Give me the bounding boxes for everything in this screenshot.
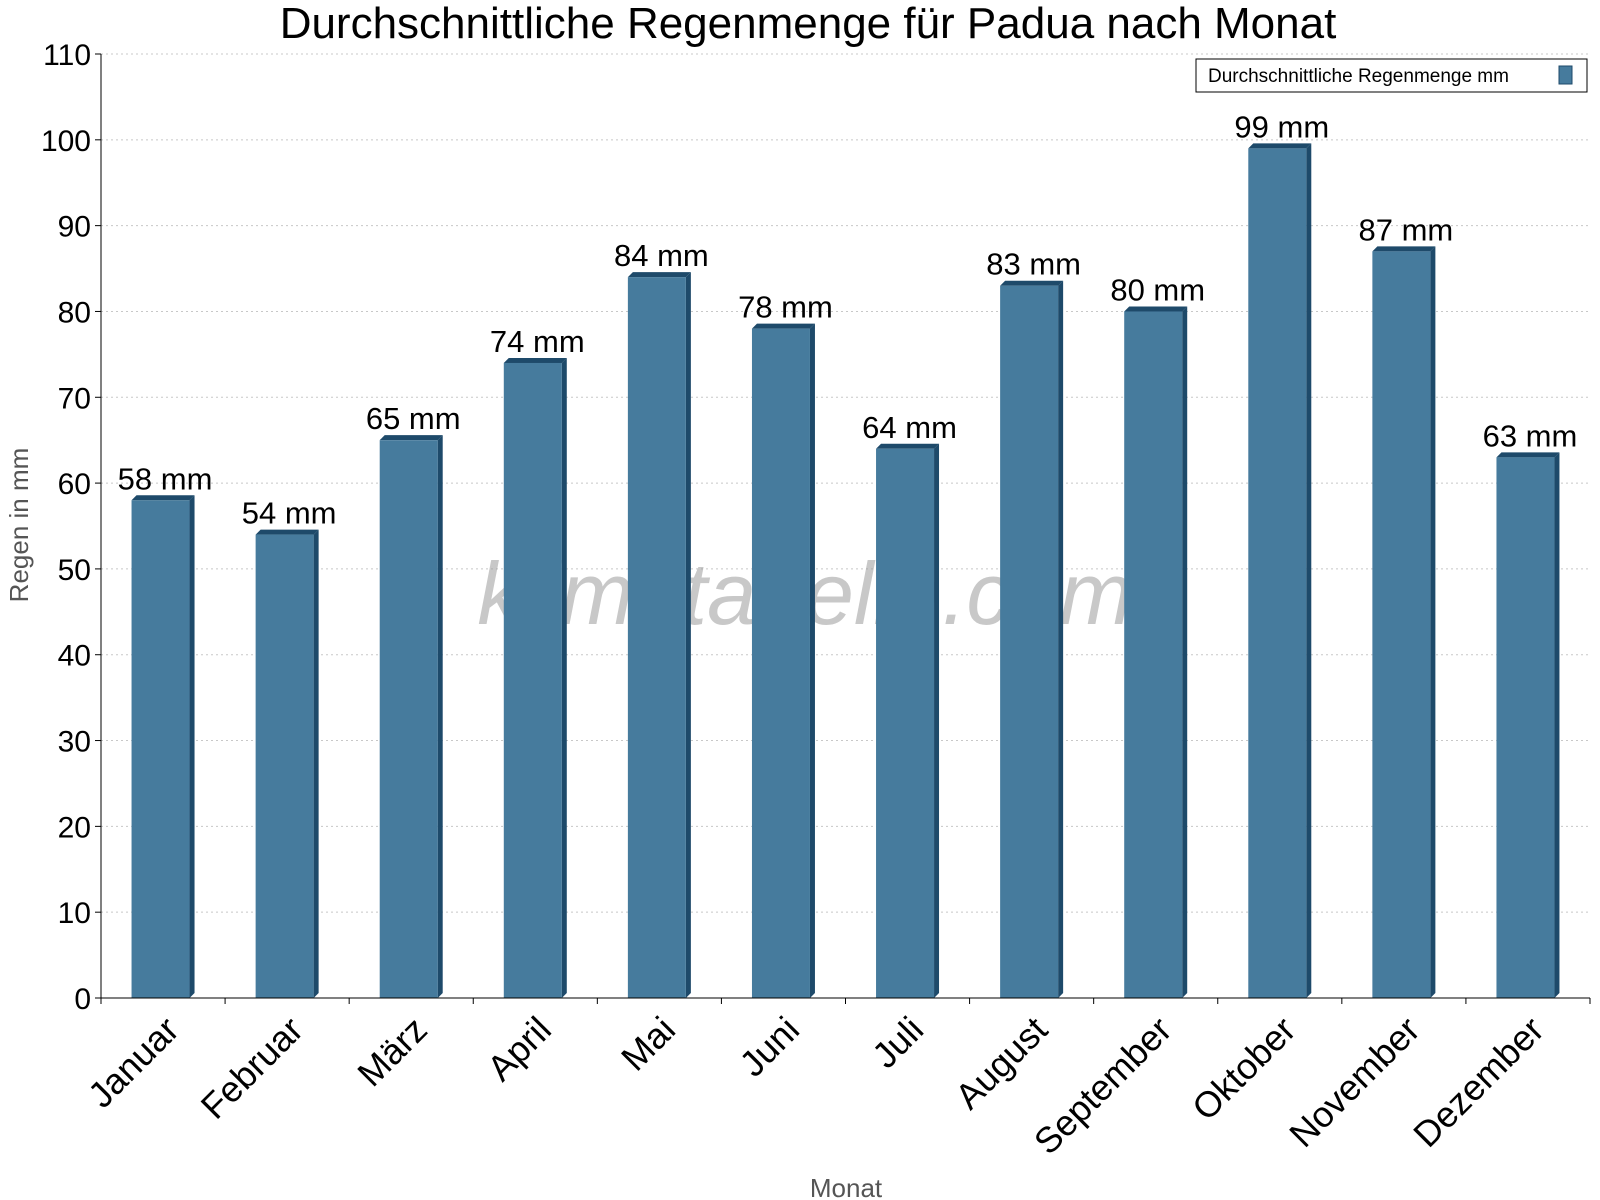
bar-top — [1124, 306, 1188, 312]
legend-box — [1195, 58, 1588, 93]
bar-top — [255, 529, 319, 535]
bar-side — [1058, 280, 1064, 998]
data-label: 74 mm — [490, 324, 585, 359]
bar-face — [131, 500, 190, 998]
data-label: 84 mm — [614, 238, 709, 273]
data-label: 80 mm — [1110, 272, 1205, 307]
bar-face — [1000, 285, 1059, 998]
x-tick-label: Januar — [80, 1009, 187, 1116]
x-tick-labels: Januar Februar März April Mai Juni Juli AugustS… — [80, 1009, 1552, 1163]
bar-face — [876, 448, 935, 998]
data-label: 99 mm — [1234, 109, 1329, 144]
data-label: 83 mm — [986, 247, 1081, 282]
bar-side — [437, 435, 443, 998]
bar-november — [1372, 246, 1436, 998]
x-tick-label: März — [349, 1009, 435, 1095]
bar-top — [876, 443, 940, 449]
bar-face — [379, 440, 438, 998]
y-tick-label: 0 — [74, 983, 91, 1016]
x-tick-label: Juni — [731, 1009, 807, 1085]
bar-face — [1248, 148, 1307, 998]
x-tick-label: Dezember — [1405, 1009, 1551, 1155]
x-tick-label: August — [947, 1009, 1055, 1117]
legend-entry-label: Durchschnittliche Regenmenge mm — [1208, 66, 1509, 87]
y-tick-label: 100 — [41, 125, 91, 158]
bars-group: 58 mm 54 mm 65 mm 74 mm 84 mm 78 mm 64 mm 83 mm… — [118, 109, 1578, 999]
y-tick-label: 110 — [43, 39, 91, 72]
y-tick-label: 20 — [58, 811, 91, 844]
bar-top — [1248, 143, 1312, 149]
bar-side — [685, 272, 691, 998]
y-tick-labels: 0 10 20 30 40 50 60 70 80 90 100 110 — [41, 39, 91, 1016]
bar-side — [189, 495, 195, 998]
bar-face — [1124, 311, 1183, 998]
bar-juli — [876, 443, 940, 998]
x-tick-label: Juli — [864, 1009, 931, 1076]
bar-side — [934, 443, 940, 998]
grid-lines — [101, 53, 1590, 913]
bar-oktober — [1248, 143, 1312, 998]
bar-top — [1496, 452, 1560, 458]
bar-top — [131, 495, 195, 501]
bar-september — [1124, 306, 1188, 998]
y-tick-label: 40 — [58, 640, 91, 673]
bar-face — [751, 328, 810, 999]
bar-face — [255, 534, 314, 998]
y-axis-label: Regen in mm — [4, 448, 34, 603]
bar-face — [503, 362, 562, 999]
bar-januar — [131, 495, 195, 998]
legend-swatch — [1558, 65, 1573, 85]
bar-april — [503, 357, 567, 999]
bar-dezember — [1496, 452, 1560, 998]
bar-top — [751, 323, 815, 329]
x-tick-label: April — [479, 1009, 559, 1089]
y-tick-label: 80 — [58, 296, 91, 329]
y-tick-label: 10 — [58, 897, 91, 930]
data-label: 65 mm — [366, 401, 461, 436]
bar-mai — [627, 272, 691, 998]
data-label: 78 mm — [738, 290, 833, 325]
bar-side — [561, 357, 567, 999]
bar-side — [313, 529, 319, 998]
bar-face — [627, 277, 686, 998]
axes — [95, 53, 1591, 1004]
bar-side — [1430, 246, 1436, 998]
bar-top — [627, 272, 691, 278]
bar-face — [1372, 251, 1431, 998]
x-tick-label: November — [1281, 1009, 1427, 1155]
y-tick-label: 70 — [58, 382, 91, 415]
bar-juni — [751, 323, 815, 999]
bar-top — [379, 435, 443, 441]
chart-title: Durchschnittliche Regenmenge für Padua n… — [280, 0, 1337, 48]
bar-top — [503, 357, 567, 363]
y-tick-label: 30 — [58, 726, 91, 759]
data-label: 87 mm — [1359, 212, 1454, 247]
bar-top — [1372, 246, 1436, 252]
bar-märz — [379, 435, 443, 998]
data-label: 63 mm — [1483, 418, 1578, 453]
bar-side — [1554, 452, 1560, 998]
bar-februar — [255, 529, 319, 998]
y-tick-label: 60 — [58, 468, 91, 501]
y-tick-label: 50 — [58, 554, 91, 587]
bar-side — [1306, 143, 1312, 998]
data-label: 64 mm — [862, 410, 957, 445]
x-tick-label: Februar — [193, 1009, 311, 1127]
legend: Durchschnittliche Regenmenge mm — [1195, 58, 1588, 93]
x-tick-label: Mai — [613, 1009, 683, 1079]
data-label: 58 mm — [118, 461, 213, 496]
x-tick-label: Oktober — [1184, 1009, 1304, 1129]
data-label: 54 mm — [242, 496, 337, 531]
bar-august — [1000, 280, 1064, 998]
bar-side — [809, 323, 815, 999]
y-tick-label: 90 — [58, 211, 91, 244]
bar-side — [1182, 306, 1188, 998]
bar-face — [1496, 457, 1555, 998]
bar-top — [1000, 280, 1064, 286]
x-axis-label: Monat — [810, 1173, 883, 1200]
